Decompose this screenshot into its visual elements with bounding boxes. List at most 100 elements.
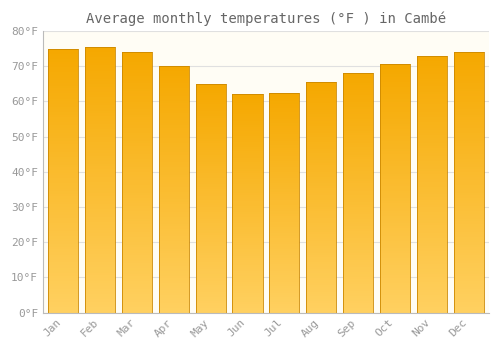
- Bar: [269, 302, 300, 304]
- Bar: [158, 165, 189, 167]
- Bar: [454, 284, 484, 287]
- Bar: [269, 134, 300, 136]
- Bar: [232, 99, 262, 101]
- Bar: [269, 214, 300, 216]
- Bar: [122, 193, 152, 195]
- Bar: [454, 125, 484, 128]
- Bar: [269, 196, 300, 198]
- Bar: [158, 182, 189, 184]
- Bar: [122, 104, 152, 107]
- Bar: [85, 201, 115, 204]
- Bar: [48, 88, 78, 91]
- Bar: [232, 118, 262, 120]
- Bar: [454, 234, 484, 237]
- Bar: [48, 112, 78, 114]
- Bar: [306, 82, 336, 84]
- Bar: [343, 186, 373, 188]
- Bar: [158, 241, 189, 244]
- Bar: [158, 293, 189, 295]
- Bar: [343, 76, 373, 78]
- Bar: [122, 240, 152, 242]
- Bar: [306, 214, 336, 216]
- Bar: [343, 150, 373, 152]
- Bar: [454, 224, 484, 227]
- Bar: [122, 245, 152, 247]
- Bar: [380, 117, 410, 119]
- Bar: [380, 198, 410, 201]
- Bar: [454, 135, 484, 138]
- Bar: [48, 257, 78, 260]
- Bar: [48, 78, 78, 80]
- Bar: [85, 206, 115, 209]
- Bar: [232, 217, 262, 219]
- Bar: [196, 148, 226, 150]
- Bar: [48, 212, 78, 215]
- Bar: [122, 169, 152, 172]
- Bar: [380, 290, 410, 293]
- Bar: [122, 274, 152, 276]
- Bar: [158, 155, 189, 158]
- Bar: [269, 170, 300, 172]
- Bar: [380, 176, 410, 178]
- Bar: [380, 107, 410, 109]
- Bar: [232, 190, 262, 192]
- Bar: [343, 274, 373, 277]
- Bar: [48, 210, 78, 212]
- Bar: [122, 175, 152, 177]
- Bar: [196, 194, 226, 196]
- Bar: [343, 310, 373, 313]
- Bar: [122, 305, 152, 307]
- Bar: [48, 254, 78, 257]
- Bar: [380, 64, 410, 67]
- Bar: [306, 128, 336, 131]
- Bar: [343, 207, 373, 210]
- Bar: [48, 93, 78, 96]
- Bar: [454, 188, 484, 190]
- Bar: [48, 196, 78, 199]
- Bar: [306, 310, 336, 313]
- Bar: [306, 246, 336, 248]
- Bar: [269, 220, 300, 222]
- Bar: [85, 302, 115, 304]
- Bar: [85, 270, 115, 273]
- Bar: [454, 57, 484, 60]
- Bar: [306, 260, 336, 262]
- Bar: [380, 231, 410, 233]
- Bar: [380, 243, 410, 246]
- Bar: [196, 278, 226, 281]
- Bar: [343, 128, 373, 131]
- Bar: [196, 214, 226, 217]
- Bar: [269, 176, 300, 178]
- Bar: [232, 275, 262, 278]
- Bar: [158, 130, 189, 133]
- Bar: [343, 181, 373, 183]
- Bar: [158, 303, 189, 305]
- Bar: [232, 265, 262, 267]
- Bar: [232, 149, 262, 151]
- Bar: [416, 71, 447, 74]
- Bar: [416, 197, 447, 199]
- Bar: [380, 206, 410, 208]
- Bar: [454, 104, 484, 107]
- Bar: [196, 251, 226, 253]
- Bar: [343, 286, 373, 289]
- Bar: [380, 283, 410, 285]
- Bar: [158, 175, 189, 177]
- Bar: [158, 286, 189, 288]
- Bar: [380, 258, 410, 260]
- Bar: [196, 139, 226, 141]
- Bar: [85, 140, 115, 142]
- Bar: [416, 159, 447, 161]
- Bar: [380, 171, 410, 174]
- Bar: [416, 225, 447, 228]
- Bar: [416, 243, 447, 246]
- Bar: [232, 120, 262, 123]
- Bar: [454, 148, 484, 151]
- Bar: [306, 142, 336, 144]
- Bar: [454, 182, 484, 185]
- Bar: [158, 138, 189, 140]
- Bar: [343, 124, 373, 126]
- Bar: [158, 187, 189, 189]
- Bar: [416, 81, 447, 84]
- Bar: [306, 197, 336, 199]
